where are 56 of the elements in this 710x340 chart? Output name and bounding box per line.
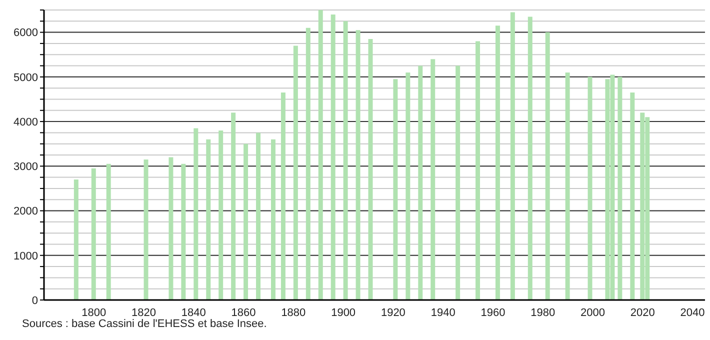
- bar: [510, 12, 515, 300]
- x-tick-label: 1980: [530, 306, 556, 319]
- bar: [618, 76, 622, 300]
- bar: [406, 72, 410, 300]
- bar: [330, 14, 336, 300]
- bar: [630, 92, 635, 300]
- bar: [356, 30, 360, 300]
- x-tick-label: 2020: [630, 306, 655, 319]
- x-tick-label: 1940: [430, 306, 456, 319]
- bar: [495, 26, 500, 300]
- bar: [206, 139, 211, 300]
- y-tick-label: 6000: [14, 27, 38, 40]
- bar: [368, 39, 373, 300]
- bar: [218, 130, 224, 300]
- bar: [393, 79, 398, 300]
- x-tick-label: 1960: [480, 306, 506, 319]
- bar: [74, 180, 78, 300]
- bar: [545, 32, 550, 300]
- x-tick-label: 1900: [331, 306, 356, 319]
- x-tick-label: 1880: [281, 306, 306, 319]
- x-tick-label: 2000: [580, 306, 605, 319]
- bar: [430, 59, 436, 300]
- bar: [256, 132, 261, 300]
- y-tick-label: 2000: [14, 206, 38, 218]
- bar: [418, 66, 423, 300]
- y-tick-label: 1000: [14, 250, 38, 262]
- bar: [168, 157, 174, 300]
- bar: [244, 144, 248, 300]
- bar: [306, 28, 310, 300]
- y-tick-label: 3000: [14, 161, 38, 174]
- bar: [106, 164, 111, 300]
- source-note: Sources : base Cassini de l'EHESS et base Insee.: [22, 318, 268, 330]
- x-tick-label: 1840: [181, 306, 206, 319]
- bar: [476, 41, 480, 300]
- bar: [318, 10, 323, 300]
- x-tick-label: 1920: [380, 306, 406, 319]
- bar: [91, 168, 96, 300]
- y-tick-label: 5000: [14, 72, 38, 84]
- x-tick-label: 2040: [680, 306, 705, 319]
- bar: [588, 76, 592, 300]
- bar: [528, 16, 532, 300]
- x-tick-label: 1860: [231, 306, 256, 319]
- bar: [565, 72, 570, 300]
- bar: [343, 21, 348, 300]
- bar: [456, 66, 460, 300]
- bar: [194, 128, 198, 300]
- bar: [231, 112, 236, 300]
- bar: [270, 139, 276, 300]
- bar: [144, 159, 148, 300]
- x-tick-label: 1820: [132, 306, 156, 319]
- x-tick-label: 1800: [82, 306, 106, 319]
- y-tick-label: 4000: [14, 116, 38, 128]
- bar: [181, 164, 186, 300]
- bar: [293, 46, 298, 300]
- y-tick-label: 0: [32, 294, 38, 307]
- bar: [280, 92, 286, 300]
